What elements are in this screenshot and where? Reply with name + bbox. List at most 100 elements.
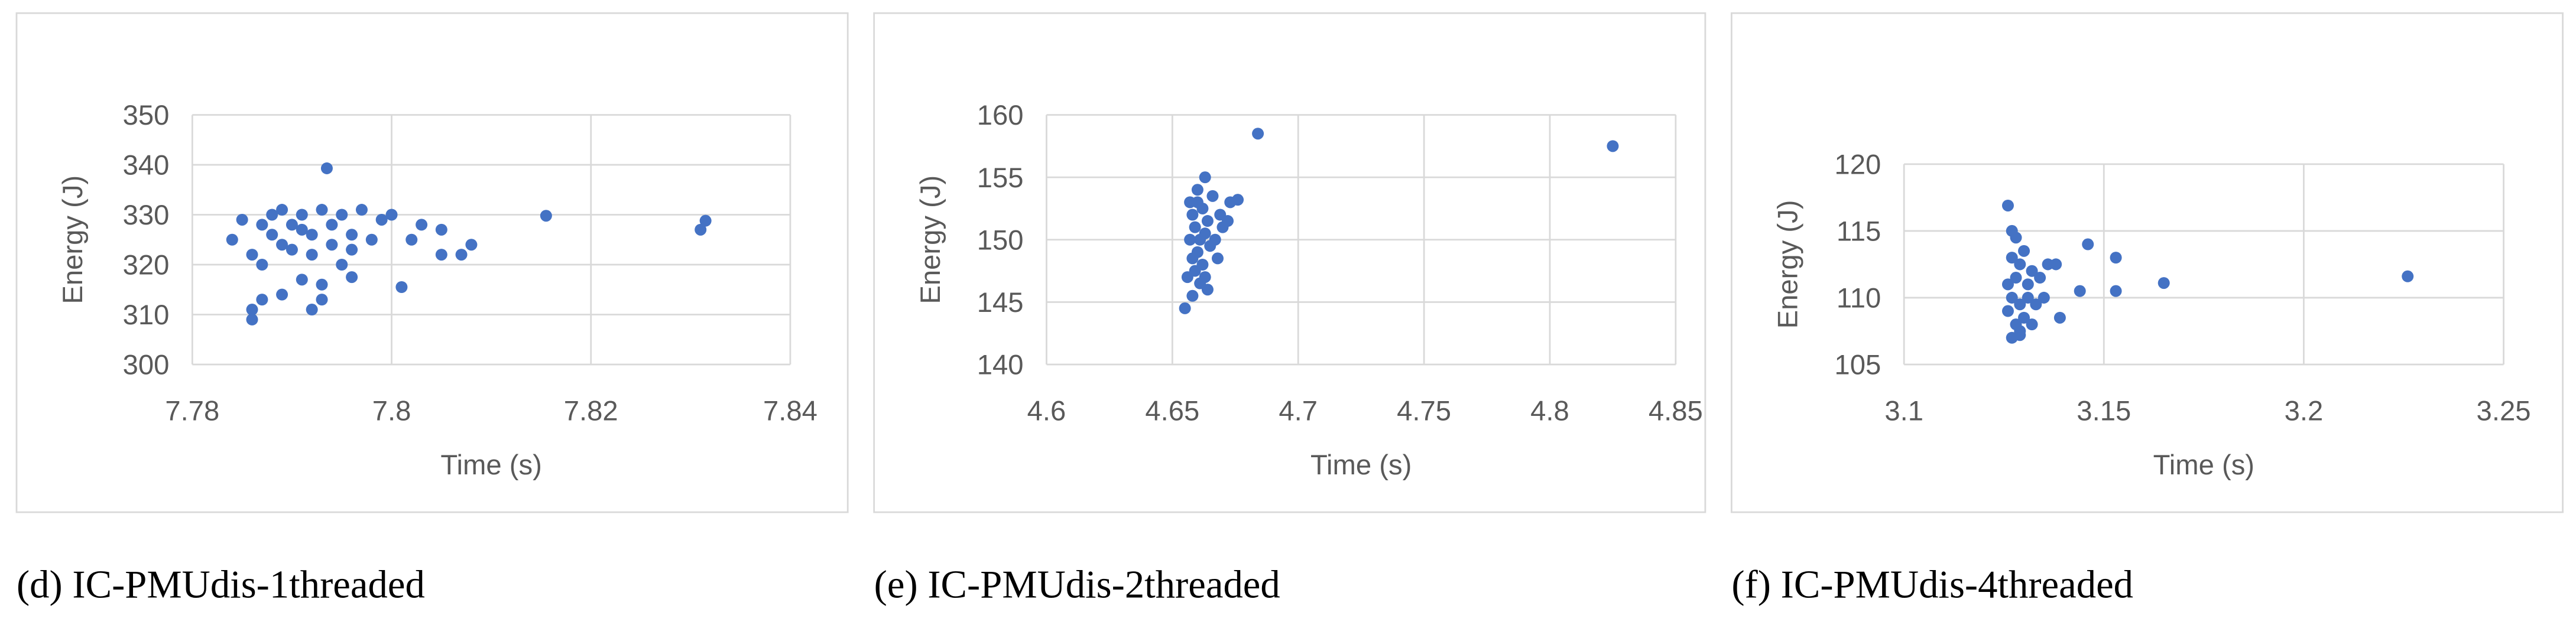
caption: (d) IC-PMUdis-1threaded [17,564,425,607]
point [226,233,238,246]
point [2026,265,2038,277]
point [2006,252,2018,264]
point [695,223,707,236]
point [246,249,258,261]
point [2014,298,2026,311]
point [266,229,278,241]
point [2026,318,2038,331]
x-tick-label: 7.78 [165,395,219,427]
point [2022,291,2034,304]
point [2014,258,2026,271]
chart-panel: 105 110 115 120 3.1 3.15 3.2 3.25 Time (s) Energy… [1730,12,2564,607]
chart-panel: 300 310 320 330 340 350 7.78 7.8 7.82 7.84 Time (s… [15,12,849,607]
x-tick-label: 4.85 [1649,395,1703,427]
point [1184,233,1196,246]
point [1206,190,1219,202]
point [1199,271,1211,284]
y-tick-label: 330 [123,200,170,231]
point [2050,258,2062,271]
point [1186,209,1199,221]
point [256,219,268,231]
point [1201,215,1214,227]
y-tick-label: 140 [977,350,1024,381]
point [2110,285,2122,297]
point [1191,246,1203,258]
point [540,210,552,222]
y-tick-label: 155 [977,162,1024,194]
point [1196,258,1209,271]
point [2053,311,2066,324]
point [405,233,418,246]
point [1199,171,1211,184]
point [355,204,368,216]
point [465,239,478,251]
point [1607,140,1619,152]
point [346,271,358,284]
point [2074,285,2086,297]
y-tick-label: 300 [123,350,170,381]
point [435,223,447,236]
y-tick-label: 150 [977,224,1024,256]
y-tick-label: 105 [1834,350,1881,381]
point [365,233,378,246]
point [266,209,278,221]
panel-border [15,12,849,513]
point [2014,329,2026,341]
point [1191,184,1203,196]
point [2018,311,2030,324]
point [276,239,288,251]
point [296,209,308,221]
point [2010,272,2022,284]
point [2006,224,2018,237]
panel-border [1730,12,2564,513]
point [435,249,447,261]
point [1186,289,1199,302]
point [336,209,348,221]
point [296,274,308,286]
x-axis-title: Time (s) [1310,450,1412,481]
x-tick-label: 7.82 [564,395,618,427]
point [285,243,298,256]
point [1199,227,1211,240]
point [316,294,328,306]
x-tick-label: 3.2 [2285,395,2324,427]
point [2018,245,2030,257]
point [336,258,348,271]
caption: (e) IC-PMUdis-2threaded [874,564,1280,607]
point [2082,238,2094,250]
y-tick-label: 160 [977,100,1024,131]
point [1209,233,1221,246]
point [256,294,268,306]
y-tick-label: 340 [123,150,170,181]
point [2001,305,2014,317]
chart-panel: 140 145 150 155 160 4.6 4.65 4.7 4.75 4.8 4.85 Time… [873,12,1706,607]
x-tick-label: 3.1 [1884,395,1923,427]
x-tick-label: 7.84 [763,395,817,427]
point [236,213,248,226]
x-axis-title: Time (s) [2153,450,2254,481]
panel-border [873,12,1706,513]
point [276,288,288,301]
x-tick-label: 3.15 [2077,395,2131,427]
x-tick-label: 4.7 [1279,395,1318,427]
point [320,162,333,174]
point [1211,252,1224,265]
x-tick-label: 4.8 [1530,395,1569,427]
point [375,213,388,226]
point [246,313,258,325]
point [1179,302,1191,314]
y-tick-label: 120 [1834,149,1881,181]
point [1191,196,1203,209]
point [1222,215,1234,227]
point [2022,278,2034,291]
x-tick-label: 4.6 [1027,395,1066,427]
y-tick-label: 110 [1837,283,1881,314]
point [699,214,712,227]
point [326,239,338,251]
point [306,304,318,316]
point [2402,270,2414,282]
x-tick-label: 7.8 [372,395,411,427]
caption: (f) IC-PMUdis-4threaded [1731,564,2133,607]
point [316,278,328,291]
